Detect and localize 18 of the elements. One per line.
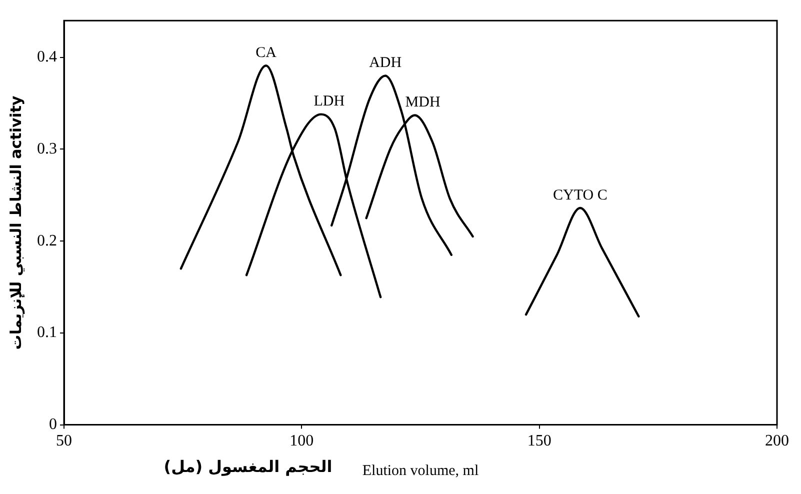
series-label: ADH: [369, 55, 402, 72]
y-tick-label: 0: [49, 416, 57, 434]
text: الحجم المغسول (مل): [164, 457, 332, 476]
x-tick-label: 150: [527, 432, 552, 450]
y-tick-label: 0.3: [37, 140, 57, 158]
series-label: CYTO C: [553, 187, 608, 204]
y-tick-label: 0.2: [37, 232, 57, 250]
series-label: MDH: [405, 94, 440, 111]
y-tick-label: 0.1: [37, 324, 57, 342]
series-label: LDH: [314, 94, 345, 110]
line-series: [524, 206, 640, 318]
y-axis-title: النشاط النسبي للإنزيمات activity: [6, 95, 25, 350]
x-tick-label: 100: [290, 432, 314, 450]
x-tick-label: 50: [56, 432, 72, 450]
x-tick-label: 200: [765, 432, 789, 450]
y-tick-label: 0.4: [37, 48, 57, 66]
series-label: CA: [256, 45, 277, 62]
x-axis-title: Elution volume, ml: [362, 462, 479, 479]
